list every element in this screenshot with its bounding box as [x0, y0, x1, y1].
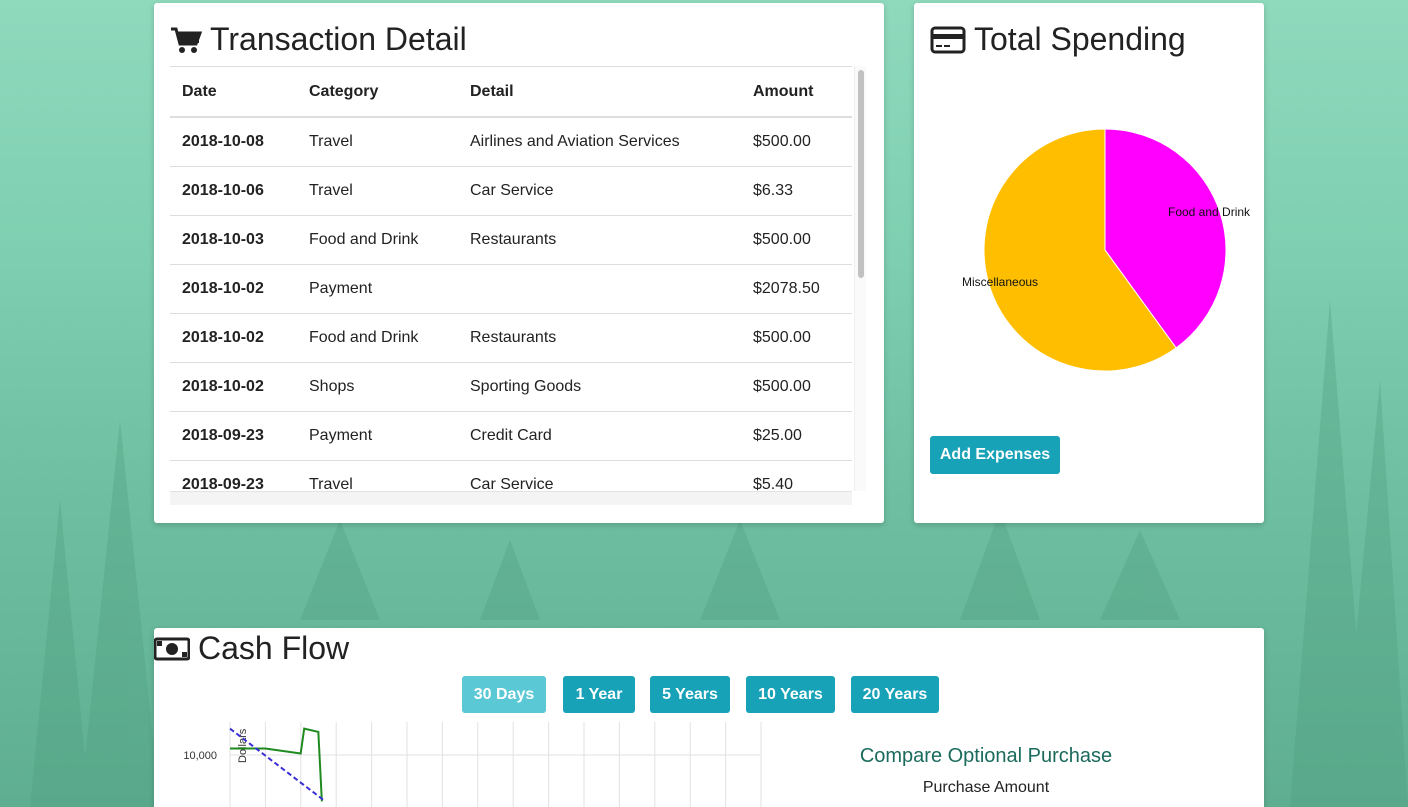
total-spending-title: Total Spending: [930, 21, 1186, 58]
cell-amount: $500.00: [741, 117, 852, 167]
table-horizontal-scrollbar[interactable]: [170, 491, 852, 505]
table-row[interactable]: 2018-09-23 Travel Car Service $5.40: [170, 460, 852, 491]
table-row[interactable]: 2018-10-02 Shops Sporting Goods $500.00: [170, 362, 852, 412]
column-header-category[interactable]: Category: [297, 67, 458, 118]
purchase-amount-label: Purchase Amount: [922, 779, 1050, 796]
transaction-detail-title-text: Transaction Detail: [210, 21, 467, 57]
cell-amount: $2078.50: [741, 264, 852, 314]
table-vertical-scrollbar[interactable]: [854, 66, 866, 491]
cell-date: 2018-09-23: [170, 460, 297, 491]
range-button-30-days[interactable]: 30 Days: [462, 676, 546, 713]
cell-detail: Restaurants: [458, 313, 741, 363]
cell-category: Travel: [297, 166, 458, 216]
cell-category: Payment: [297, 411, 458, 461]
range-button-5-years[interactable]: 5 Years: [650, 676, 730, 713]
table-row[interactable]: 2018-10-03 Food and Drink Restaurants $500.…: [170, 215, 852, 265]
table-header-row: Date Category Detail Amount: [170, 67, 852, 118]
table-row[interactable]: 2018-09-23 Payment Credit Card $25.00: [170, 411, 852, 461]
transaction-table: Date Category Detail Amount 2018-10-08 Tr…: [170, 67, 852, 491]
cell-date: 2018-10-02: [170, 313, 297, 363]
shopping-cart-icon: [171, 27, 202, 53]
credit-card-icon: [930, 26, 966, 53]
total-spending-card: Total Spending Food and Drink Miscellaneo…: [914, 3, 1264, 523]
table-row[interactable]: 2018-10-02 Food and Drink Restaurants $500.…: [170, 313, 852, 363]
cell-category: Payment: [297, 264, 458, 314]
column-header-detail[interactable]: Detail: [458, 67, 741, 118]
cell-amount: $500.00: [741, 313, 852, 363]
range-button-10-years[interactable]: 10 Years: [746, 676, 835, 713]
pie-label-miscellaneous: Miscellaneous: [962, 275, 1038, 289]
money-bill-icon: [154, 637, 190, 660]
y-tick-label: 10,000: [183, 750, 217, 762]
table-row[interactable]: 2018-10-06 Travel Car Service $6.33: [170, 166, 852, 216]
table-row[interactable]: 2018-10-02 Payment $2078.50: [170, 264, 852, 314]
cell-category: Food and Drink: [297, 215, 458, 265]
table-row[interactable]: 2018-10-08 Travel Airlines and Aviation Se…: [170, 117, 852, 167]
cell-detail: Credit Card: [458, 411, 741, 461]
cell-detail: [458, 264, 741, 314]
cell-category: Travel: [297, 117, 458, 167]
transaction-table-container[interactable]: Date Category Detail Amount 2018-10-08 Tr…: [170, 66, 852, 491]
cell-date: 2018-09-23: [170, 411, 297, 461]
spending-pie-chart: Food and Drink Miscellaneous: [962, 128, 1251, 372]
cell-detail: Car Service: [458, 460, 741, 491]
cash-flow-title-text: Cash Flow: [198, 630, 350, 666]
add-expenses-button[interactable]: Add Expenses: [930, 436, 1060, 474]
cell-date: 2018-10-03: [170, 215, 297, 265]
cell-amount: $500.00: [741, 215, 852, 265]
total-spending-title-text: Total Spending: [974, 21, 1186, 57]
cell-amount: $500.00: [741, 362, 852, 412]
transaction-detail-card: Transaction Detail Date Category Detail …: [154, 3, 884, 523]
cell-date: 2018-10-02: [170, 362, 297, 412]
transaction-detail-title: Transaction Detail: [170, 21, 467, 58]
cash-flow-title: Cash Flow: [154, 630, 349, 667]
cell-amount: $5.40: [741, 460, 852, 491]
cell-amount: $25.00: [741, 411, 852, 461]
series-line-projection: [229, 727, 327, 803]
column-header-date[interactable]: Date: [170, 67, 297, 118]
range-button-20-years[interactable]: 20 Years: [851, 676, 939, 713]
cell-category: Travel: [297, 460, 458, 491]
column-header-amount[interactable]: Amount: [741, 67, 852, 118]
cell-date: 2018-10-02: [170, 264, 297, 314]
cell-amount: $6.33: [741, 166, 852, 216]
cell-category: Shops: [297, 362, 458, 412]
range-button-1-year[interactable]: 1 Year: [563, 676, 635, 713]
cell-category: Food and Drink: [297, 313, 458, 363]
pie-slice-miscellaneous: [983, 128, 1177, 372]
y-axis-label: Dollars: [237, 728, 249, 763]
cell-detail: Airlines and Aviation Services: [458, 117, 741, 167]
series-line-balance: [230, 727, 323, 802]
cell-detail: Sporting Goods: [458, 362, 741, 412]
cell-date: 2018-10-06: [170, 166, 297, 216]
cell-detail: Car Service: [458, 166, 741, 216]
scrollbar-thumb[interactable]: [858, 70, 864, 278]
cell-date: 2018-10-08: [170, 117, 297, 167]
pie-slice-food-and-drink: [1104, 128, 1227, 349]
cash-flow-line-chart: 10,000 Dollars: [183, 722, 762, 807]
cell-detail: Restaurants: [458, 215, 741, 265]
pie-label-food-and-drink: Food and Drink: [1168, 205, 1251, 219]
cash-flow-card: Cash Flow 30 Days 1 Year 5 Years 10 Year…: [154, 628, 1264, 807]
compare-purchase-title: Compare Optional Purchase: [859, 745, 1113, 767]
